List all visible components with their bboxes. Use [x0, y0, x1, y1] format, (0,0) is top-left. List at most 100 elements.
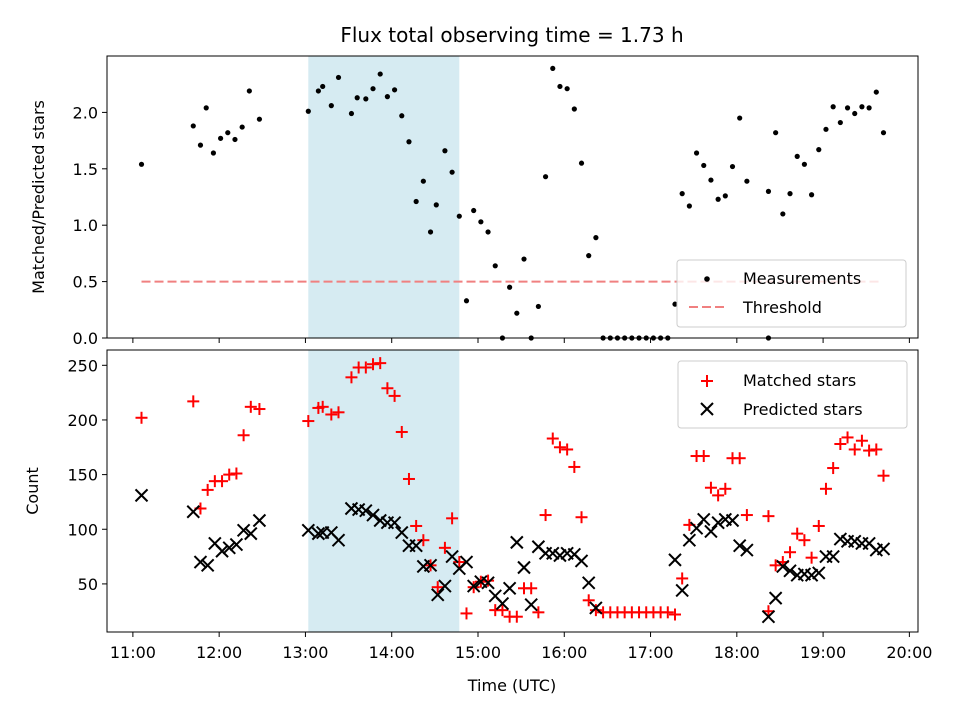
measurement-point [315, 88, 321, 94]
predicted-star-point [252, 513, 267, 528]
matched-star-point [784, 546, 797, 559]
matched-star-point [453, 556, 466, 569]
measurement-point [239, 124, 245, 130]
bottom-y-tick-label: 200 [67, 411, 98, 430]
matched-star-point [812, 519, 825, 532]
matched-star-point [395, 425, 408, 438]
measurement-point [672, 301, 678, 307]
measurement-point [715, 196, 721, 202]
predicted-star-point [395, 525, 409, 540]
matched-star-point [381, 382, 394, 395]
matched-star-point [253, 403, 266, 416]
matched-star-point [719, 482, 732, 495]
predicted-star-point [236, 523, 251, 538]
top-y-tick-label: 1.0 [73, 216, 98, 235]
predicted-star-point [200, 558, 215, 573]
predicted-star-point [215, 544, 229, 558]
matched-star-point [431, 581, 444, 594]
measurement-point [571, 106, 577, 112]
matched-star-point [135, 411, 148, 424]
bottom-plot-frame [106, 349, 919, 633]
measurement-point [210, 150, 217, 156]
matched-star-point [546, 432, 559, 445]
matched-star-point [841, 431, 854, 444]
measurement-point [478, 219, 484, 225]
measurement-point [708, 177, 714, 183]
bottom-x-tick-label: 11:00 [110, 643, 156, 662]
matched-star-point [704, 481, 717, 494]
measurement-point [492, 263, 498, 269]
top-panel: 0.00.51.01.52.0 Matched/Predicted stars … [29, 55, 919, 348]
top-y-tick-label: 1.5 [73, 160, 98, 179]
matched-star-point [446, 512, 459, 525]
predicted-star-point [761, 609, 776, 624]
top-legend-box [676, 259, 907, 328]
matched-star-point [575, 511, 588, 524]
measurement-point [823, 126, 829, 132]
measurement-point [256, 116, 263, 122]
matched-star-point [740, 509, 753, 522]
matched-star-point [733, 452, 746, 465]
measurement-point [521, 256, 527, 262]
bottom-highlight-span [308, 350, 460, 632]
measurement-point [354, 95, 360, 101]
measurement-point [507, 284, 513, 290]
predicted-star-point [311, 526, 326, 541]
measurement-point [217, 135, 224, 141]
predicted-star-point [732, 538, 747, 553]
measurement-point [679, 191, 685, 197]
predicted-star-point [776, 559, 790, 574]
predicted-star-point [244, 526, 258, 541]
bottom-x-tick-label: 13:00 [282, 643, 328, 662]
matched-star-point [769, 559, 782, 572]
measurement-point [693, 150, 700, 156]
matched-star-point [827, 462, 840, 475]
measurement-point [197, 142, 204, 148]
predicted-star-point [812, 566, 826, 580]
top-legend: Measurements Threshold [676, 259, 907, 328]
matched-star-point [532, 606, 545, 619]
predicted-star-point [331, 533, 346, 547]
top-y-tick-label: 0.0 [73, 329, 98, 348]
measurement-point [557, 83, 563, 90]
predicted-star-point [704, 524, 718, 539]
measurement-point [514, 310, 520, 316]
matched-star-point [819, 482, 832, 495]
measurement-point [232, 136, 238, 143]
matched-star-point [460, 607, 473, 620]
measurement-point [442, 148, 448, 154]
measurement-point [246, 88, 252, 94]
predicted-star-point [431, 588, 445, 602]
measurement-point [305, 108, 311, 114]
matched-star-point [661, 606, 674, 619]
measurement-point [363, 96, 369, 102]
matched-star-point [791, 527, 804, 540]
chart-title: Flux total observing time = 1.73 h [340, 23, 683, 47]
predicted-star-point [366, 508, 380, 522]
measurement-point [866, 105, 872, 111]
bottom-x-tick-label: 16:00 [541, 643, 587, 662]
matched-star-point [325, 408, 338, 421]
predicted-star-point [222, 541, 236, 555]
legend-predicted-marker [700, 402, 714, 416]
measurement-point [729, 163, 736, 170]
measurement-point [328, 103, 334, 109]
measurement-point [780, 211, 786, 217]
measurement-point [190, 123, 196, 129]
predicted-star-point [459, 555, 474, 569]
top-y-axis-label: Matched/Predicted stars [29, 100, 48, 294]
matched-star-point [410, 519, 423, 532]
matched-star-point [855, 434, 868, 447]
measurement-point [773, 130, 779, 136]
predicted-star-point [466, 579, 481, 593]
legend-matched-label: Matched stars [743, 371, 856, 390]
measurement-point [550, 65, 556, 72]
bottom-y-tick-label: 100 [67, 520, 98, 539]
measurement-point [808, 192, 815, 198]
legend-matched-marker [701, 375, 713, 387]
matched-star-point [510, 610, 523, 623]
top-plot-frame [106, 55, 919, 339]
bottom-x-tick-label: 19:00 [800, 643, 846, 662]
matched-star-point [525, 582, 538, 595]
